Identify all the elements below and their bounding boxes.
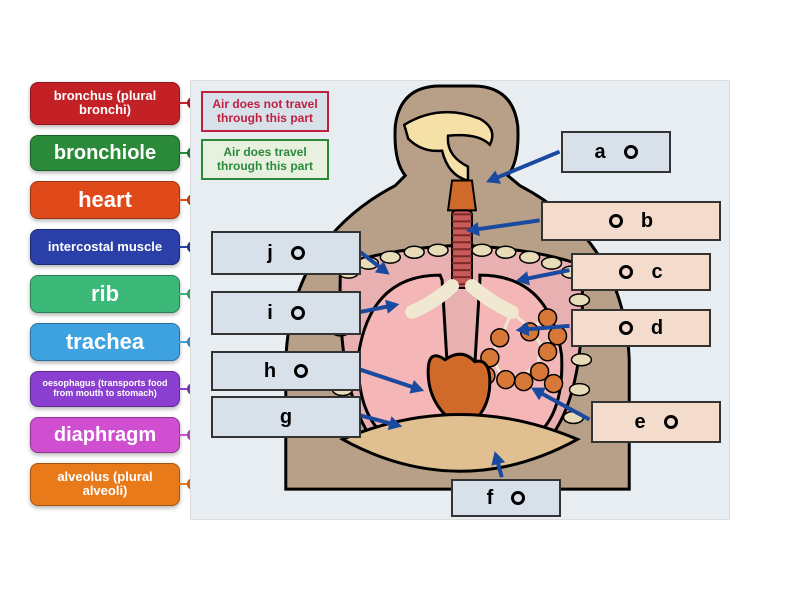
drop-hole-icon [291, 306, 305, 320]
drop-zone-j[interactable]: j [211, 231, 361, 275]
term-bronchiole[interactable]: bronchiole [30, 135, 180, 171]
drop-hole-icon [609, 214, 623, 228]
drop-hole-icon [511, 491, 525, 505]
legend-no-air: Air does not travel through this part [201, 91, 329, 132]
drop-letter: j [267, 242, 273, 265]
legend-air-text: Air does travel through this part [217, 145, 313, 173]
term-bronchus[interactable]: bronchus (plural bronchi) [30, 82, 180, 125]
diagram-area: Air does not travel through this part Ai… [190, 80, 730, 520]
drop-hole-icon [294, 364, 308, 378]
drop-zone-g[interactable]: g [211, 396, 361, 438]
drop-hole-icon [619, 321, 633, 335]
drop-zone-d[interactable]: d [571, 309, 711, 347]
drop-hole-icon [624, 145, 638, 159]
term-alveolus[interactable]: alveolus (plural alveoli) [30, 463, 180, 506]
drop-zone-e[interactable]: e [591, 401, 721, 443]
drop-zone-f[interactable]: f [451, 479, 561, 517]
term-rib[interactable]: rib [30, 275, 180, 313]
drop-letter: b [641, 210, 653, 233]
drop-zone-b[interactable]: b [541, 201, 721, 241]
term-heart[interactable]: heart [30, 181, 180, 219]
drop-zone-h[interactable]: h [211, 351, 361, 391]
drop-zone-c[interactable]: c [571, 253, 711, 291]
term-trachea[interactable]: trachea [30, 323, 180, 361]
drop-zone-a[interactable]: a [561, 131, 671, 173]
drop-letter: a [594, 141, 605, 164]
drop-letter: f [487, 487, 494, 510]
term-oesophagus[interactable]: oesophagus (transports food from mouth t… [30, 371, 180, 407]
drop-hole-icon [619, 265, 633, 279]
larynx [448, 181, 476, 211]
legend-air: Air does travel through this part [201, 139, 329, 180]
drop-letter: g [280, 406, 292, 429]
term-diaphragm[interactable]: diaphragm [30, 417, 180, 453]
drop-hole-icon [664, 415, 678, 429]
drop-zone-i[interactable]: i [211, 291, 361, 335]
drop-letter: h [264, 360, 276, 383]
drop-hole-icon [291, 246, 305, 260]
drop-letter: e [634, 411, 645, 434]
drop-letter: i [267, 302, 273, 325]
legend-no-air-text: Air does not travel through this part [212, 97, 317, 125]
term-list: bronchus (plural bronchi) bronchiole heart… [30, 82, 180, 516]
drop-letter: d [651, 317, 663, 340]
term-intercostal[interactable]: intercostal muscle [30, 229, 180, 265]
drop-letter: c [651, 261, 662, 284]
